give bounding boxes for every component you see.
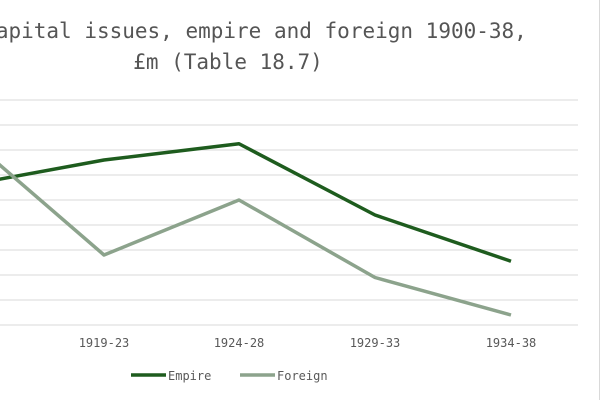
legend: Empire Foreign (131, 369, 328, 383)
series-lines (0, 142, 512, 317)
series-line-foreign (0, 162, 512, 317)
legend-label-empire: Empire (168, 369, 211, 383)
chart-title-line-1: capital issues, empire and foreign 1900-… (0, 19, 527, 43)
x-tick-label: 1919-23 (79, 336, 130, 350)
grid-lines (0, 99, 578, 326)
x-tick-label: 1929-33 (350, 336, 401, 350)
x-tick-label: 1924-28 (214, 336, 265, 350)
legend-label-foreign: Foreign (277, 369, 328, 383)
series-line-empire (0, 142, 512, 263)
x-axis-tick-labels: 1919-23 1924-28 1929-33 1934-38 (79, 336, 537, 350)
x-tick-label: 1934-38 (486, 336, 537, 350)
chart-title-line-2: £m (Table 18.7) (133, 50, 323, 74)
